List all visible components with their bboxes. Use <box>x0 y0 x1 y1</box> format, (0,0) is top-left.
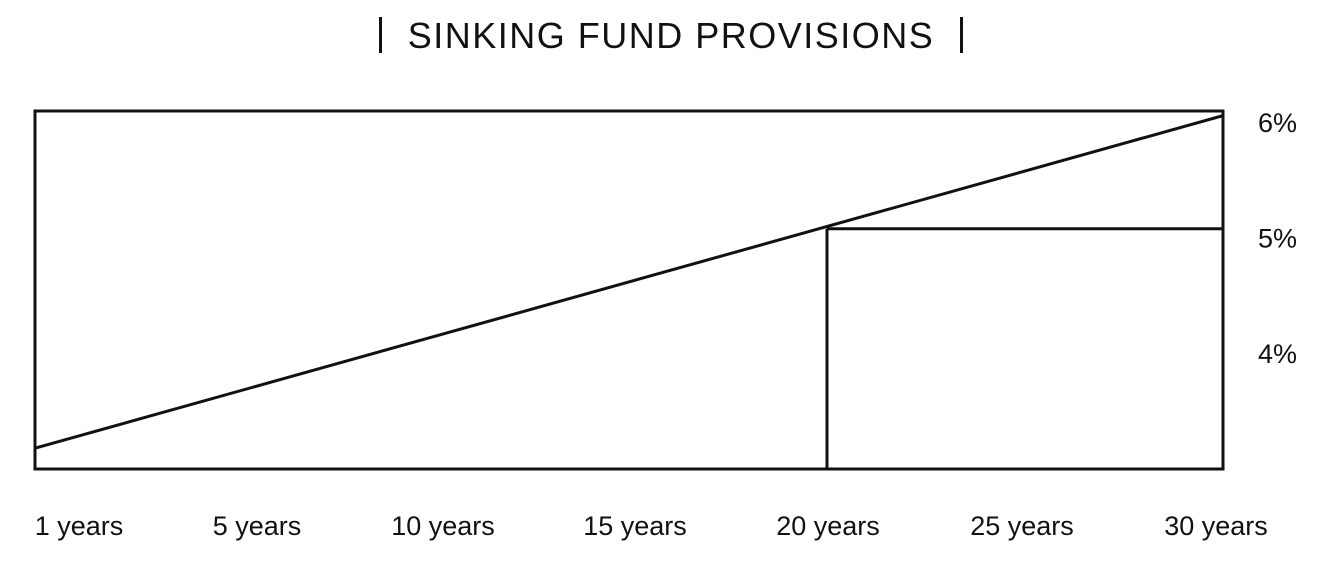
plot-frame <box>33 109 1225 471</box>
plot-area <box>33 109 1225 471</box>
y-axis-ticks: 6% 5% 4% <box>1258 108 1297 369</box>
series-line <box>34 114 1224 450</box>
chart-title: SINKING FUND PROVISIONS <box>407 15 935 56</box>
x-tick-label: 20 years <box>776 511 880 541</box>
x-tick-label: 15 years <box>583 511 687 541</box>
x-tick-label: 30 years <box>1164 511 1268 541</box>
x-tick-label: 25 years <box>970 511 1074 541</box>
x-axis-ticks: 1 years 5 years 10 years 15 years 20 years 25… <box>35 511 1268 541</box>
chart-title-group: SINKING FUND PROVISIONS <box>0 12 1342 60</box>
x-tick-label: 1 years <box>35 511 124 541</box>
y-tick-label: 6% <box>1258 108 1297 138</box>
y-tick-label: 4% <box>1258 339 1297 369</box>
title-left-bar <box>378 17 382 54</box>
x-tick-label: 10 years <box>391 511 495 541</box>
title-right-bar <box>960 17 964 54</box>
x-tick-label: 5 years <box>213 511 302 541</box>
y-tick-label: 5% <box>1258 224 1297 254</box>
